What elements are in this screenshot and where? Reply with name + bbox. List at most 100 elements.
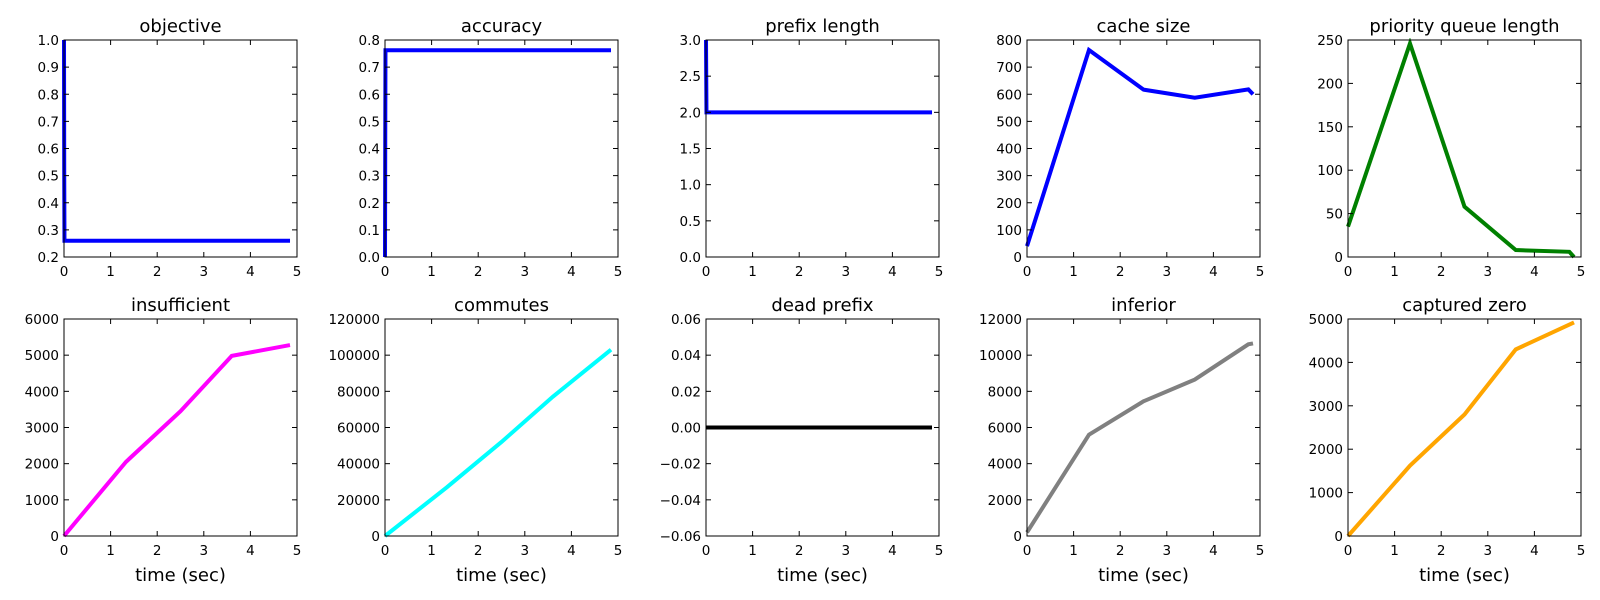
x-tick-label: 1	[748, 543, 757, 559]
series-line-1	[62, 39, 291, 243]
y-tick-label: 0.9	[38, 60, 59, 76]
plot-frame	[1026, 318, 1261, 537]
y-tick-label: 0.02	[671, 384, 701, 400]
y-tick-label: 80000	[337, 384, 380, 400]
y-tick-label: 60000	[337, 421, 380, 437]
subplot-4: cache size 0 1 2 3 4 5 0 100 200 300 400 500 600 700 80…	[996, 16, 1264, 280]
x-tick-label: 2	[474, 264, 483, 280]
subplot-8: dead prefix 0 1 2 3 4 5 −0.06 −0.04 −0.02 0.00 0.02…	[660, 295, 944, 586]
series-line-1	[62, 343, 291, 538]
y-tick-label: 500	[996, 114, 1022, 130]
y-tick-label: 3000	[25, 421, 59, 437]
series-line-1	[1346, 38, 1576, 259]
x-tick-label: 0	[60, 543, 69, 559]
x-tick-label: 3	[842, 264, 851, 280]
subplot-3: prefix length 0 1 2 3 4 5 0.0 0.5 1.0 1.5 2.0 2.5 3.0	[680, 16, 944, 280]
x-tick-label: 5	[935, 264, 944, 280]
x-tick-label: 3	[200, 543, 209, 559]
y-tick-label: 200	[1317, 76, 1343, 92]
y-tick-label: 5000	[1309, 312, 1343, 328]
x-axis-label: time (sec)	[1098, 565, 1189, 586]
plot-frame	[63, 39, 298, 258]
x-tick-label: 5	[935, 543, 944, 559]
y-tick-label: 0.04	[671, 348, 701, 364]
y-tick-label: 250	[1317, 33, 1343, 49]
y-tick-label: 120000	[328, 312, 380, 328]
y-tick-label: 600	[996, 87, 1022, 103]
y-tick-label: 0.2	[359, 196, 380, 212]
y-tick-label: 3000	[1309, 399, 1343, 415]
x-tick-label: 1	[427, 543, 436, 559]
subplot-title: inferior	[1111, 295, 1176, 316]
y-tick-label: 0.1	[359, 223, 380, 239]
subplot-7: commutes 0 1 2 3 4 5 0 20000 40000 60000 80000 10000…	[328, 295, 622, 586]
x-tick-label: 5	[614, 264, 623, 280]
y-tick-label: 2000	[25, 457, 59, 473]
y-tick-label: 4000	[25, 384, 59, 400]
y-tick-label: 1000	[1309, 486, 1343, 502]
x-tick-label: 2	[1116, 264, 1125, 280]
x-tick-label: 0	[1023, 264, 1032, 280]
x-tick-label: 4	[888, 264, 897, 280]
x-tick-label: 0	[381, 543, 390, 559]
x-tick-label: 5	[293, 264, 302, 280]
y-tick-label: 0	[1013, 250, 1022, 266]
y-tick-label: 4000	[1309, 355, 1343, 371]
x-tick-label: 0	[1344, 543, 1353, 559]
x-tick-label: 0	[381, 264, 390, 280]
y-tick-label: −0.04	[660, 493, 701, 509]
series-line-1	[1346, 320, 1575, 538]
y-tick-label: 2000	[988, 493, 1022, 509]
y-tick-label: 0.3	[38, 223, 59, 239]
y-tick-label: 8000	[988, 384, 1022, 400]
x-tick-label: 1	[427, 264, 436, 280]
y-tick-label: 0	[1334, 529, 1343, 545]
x-tick-label: 4	[1209, 543, 1218, 559]
plot-frame	[1026, 39, 1261, 258]
y-tick-label: 0	[1334, 250, 1343, 266]
x-tick-label: 3	[521, 543, 530, 559]
y-tick-label: 0.0	[359, 250, 380, 266]
plot-frame	[1347, 318, 1582, 537]
x-tick-label: 2	[474, 543, 483, 559]
subplot-title: priority queue length	[1369, 16, 1559, 37]
x-tick-label: 5	[614, 543, 623, 559]
x-axis-label: time (sec)	[1419, 565, 1510, 586]
y-tick-label: 50	[1326, 207, 1343, 223]
x-tick-label: 5	[1256, 264, 1265, 280]
x-tick-label: 1	[106, 543, 115, 559]
y-tick-label: 6000	[988, 421, 1022, 437]
y-tick-label: 2.0	[680, 105, 701, 121]
y-tick-label: 1000	[25, 493, 59, 509]
x-tick-label: 3	[1484, 264, 1493, 280]
subplot-title: prefix length	[765, 16, 880, 37]
x-tick-label: 0	[1344, 264, 1353, 280]
y-tick-label: 0.4	[38, 196, 59, 212]
x-tick-label: 2	[1437, 264, 1446, 280]
y-tick-label: 40000	[337, 457, 380, 473]
x-tick-label: 4	[1209, 264, 1218, 280]
subplot-9: inferior 0 1 2 3 4 5 0 2000 4000 6000 8000 10000 1200…	[979, 295, 1264, 586]
x-axis-label: time (sec)	[135, 565, 226, 586]
y-tick-label: 0.7	[38, 114, 59, 130]
subplot-title: captured zero	[1402, 295, 1527, 316]
y-tick-label: 0	[50, 529, 59, 545]
y-tick-label: 10000	[979, 348, 1022, 364]
y-tick-label: 800	[996, 33, 1022, 49]
y-tick-label: 2.5	[680, 69, 701, 85]
y-tick-label: 0.00	[671, 421, 701, 437]
y-tick-label: 12000	[979, 312, 1022, 328]
x-tick-label: 3	[842, 543, 851, 559]
subplot-6: insufficient 0 1 2 3 4 5 0 1000 2000 3000 4000 5000 6…	[25, 295, 302, 586]
y-tick-label: 1.0	[680, 178, 701, 194]
x-tick-label: 0	[702, 543, 711, 559]
series-line-1	[383, 348, 613, 538]
x-tick-label: 4	[246, 543, 255, 559]
x-tick-label: 3	[1163, 264, 1172, 280]
x-tick-label: 1	[1069, 264, 1078, 280]
y-tick-label: 2000	[1309, 442, 1343, 458]
y-tick-label: 0.06	[671, 312, 701, 328]
plot-frame	[384, 39, 619, 258]
